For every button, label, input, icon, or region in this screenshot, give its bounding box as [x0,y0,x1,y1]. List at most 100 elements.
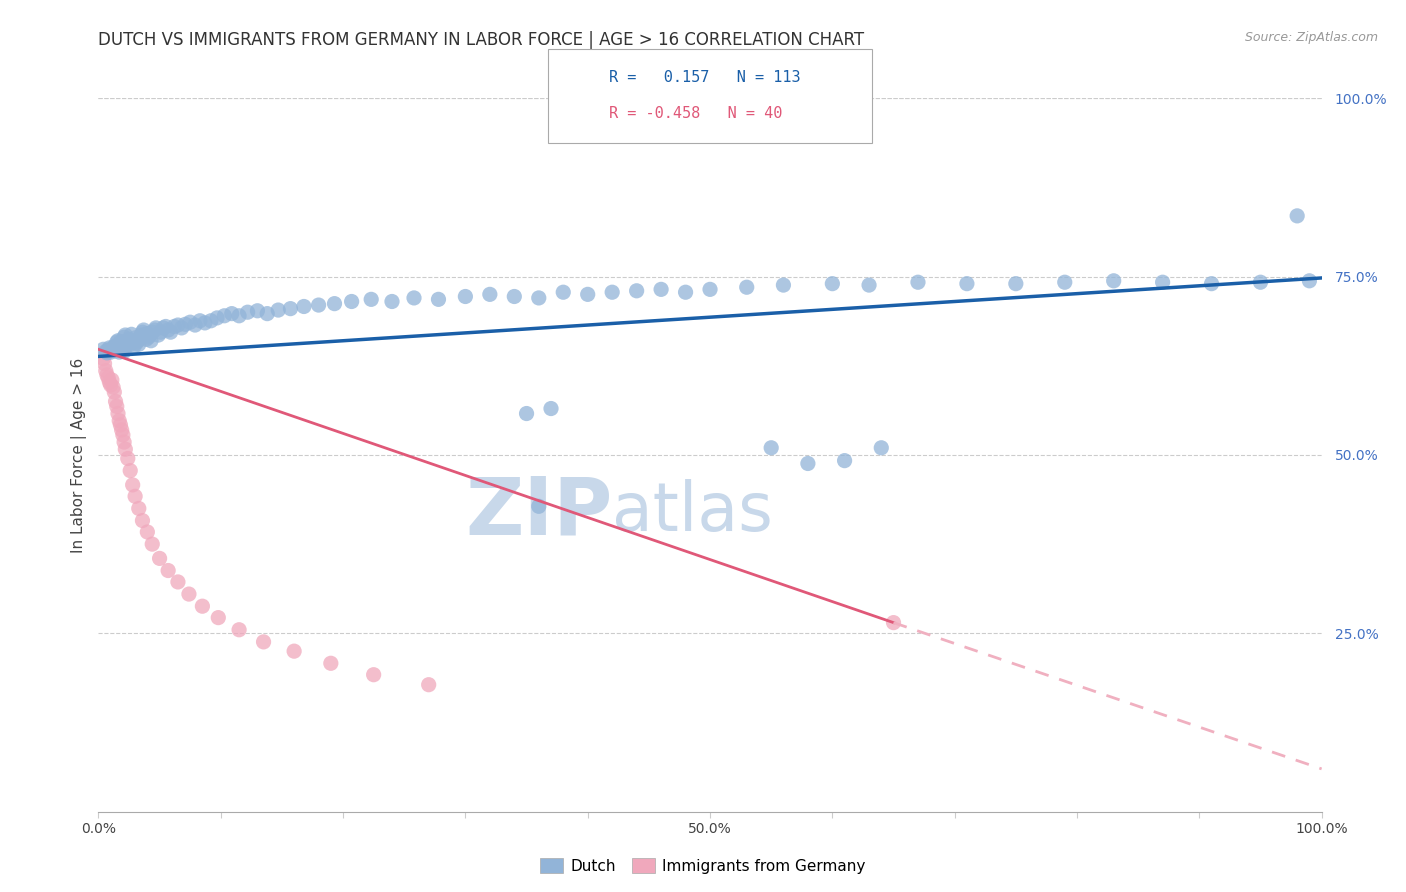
Point [141,325,163,339]
Point [128,337,150,351]
Point [101,341,124,355]
Point [120,464,142,478]
Point [111,335,134,350]
Point [553,285,575,300]
Text: DUTCH VS IMMIGRANTS FROM GERMANY IN LABOR FORCE | AGE > 16 CORRELATION CHART: DUTCH VS IMMIGRANTS FROM GERMANY IN LABO… [98,31,865,49]
Point [179,315,201,329]
Point [122,339,145,353]
Point [149,551,172,566]
Point [148,328,170,343]
Point [188,314,211,328]
Point [121,478,143,492]
Point [111,343,134,358]
Point [128,501,150,516]
Point [363,667,385,681]
Point [221,307,243,321]
Point [308,298,330,312]
Point [112,330,135,344]
Point [96,368,118,382]
Point [98,341,121,355]
Point [540,401,562,416]
Point [207,610,229,624]
Point [427,293,450,307]
Point [120,327,142,342]
Point [108,337,131,351]
Point [111,339,134,353]
Point [138,330,160,344]
Point [1286,209,1309,223]
Point [114,328,136,343]
Point [110,343,132,357]
Point [956,277,979,291]
Point [111,423,134,437]
Point [110,417,132,432]
Point [134,328,156,343]
Point [1298,274,1320,288]
Point [1004,277,1026,291]
Point [124,489,146,503]
Point [527,291,550,305]
Point [256,307,278,321]
Point [98,375,121,389]
Point [283,644,305,658]
Text: ZIP: ZIP [465,473,612,551]
Point [141,537,163,551]
Point [103,385,125,400]
Point [129,332,152,346]
Point [157,323,180,337]
Point [157,564,180,578]
Point [136,326,159,341]
Point [246,303,269,318]
Point [360,293,382,307]
Point [821,277,844,291]
Point [131,325,153,339]
Point [114,442,136,457]
Point [129,328,152,343]
Point [194,316,217,330]
Point [228,623,250,637]
Point [174,318,197,332]
Point [97,371,120,385]
Point [650,282,672,296]
Point [125,335,148,350]
Point [114,339,136,353]
Point [200,314,222,328]
Point [478,287,501,301]
Point [858,278,880,293]
Point [402,291,425,305]
Point [177,587,200,601]
Point [319,657,342,671]
Point [167,318,190,332]
Point [699,282,721,296]
Point [107,339,129,353]
Point [381,294,404,309]
Point [834,453,856,467]
Text: Source: ZipAtlas.com: Source: ZipAtlas.com [1244,31,1378,45]
Point [252,635,274,649]
Point [136,524,159,539]
Point [103,339,125,353]
Point [236,305,259,319]
Point [108,414,131,428]
Point [797,457,820,471]
Point [105,343,128,357]
Point [100,378,122,392]
Point [675,285,697,300]
Point [735,280,758,294]
Point [112,435,135,450]
Point [110,335,132,350]
Point [96,346,118,360]
Point [1249,275,1271,289]
Point [170,321,193,335]
Point [152,321,174,335]
Point [124,331,146,345]
Point [149,325,172,339]
Point [115,335,138,350]
Point [108,345,131,359]
Point [907,275,929,289]
Point [228,309,250,323]
Point [101,343,124,357]
Point [870,441,893,455]
Point [454,289,477,303]
Point [267,303,290,318]
